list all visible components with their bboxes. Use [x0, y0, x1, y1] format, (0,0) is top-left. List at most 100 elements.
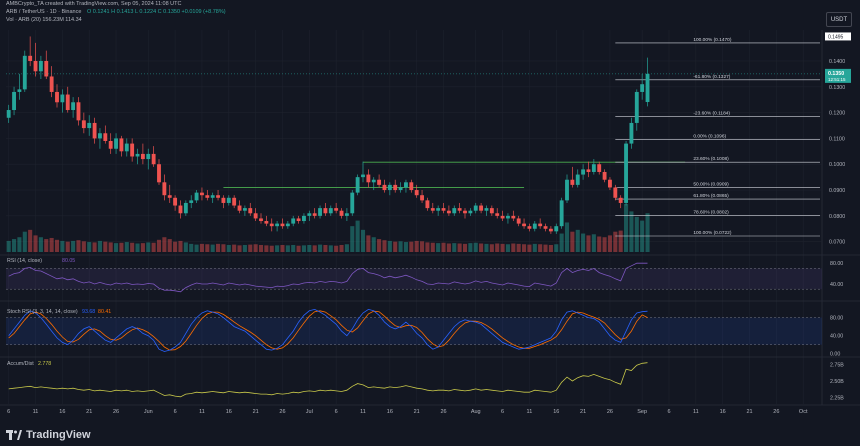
candle-body [387, 184, 392, 191]
candle-body [237, 205, 242, 211]
volume-bar [554, 244, 559, 252]
candle-body [484, 208, 489, 211]
rsi-tick-label: 40.00 [830, 282, 843, 288]
candle-body [226, 197, 231, 203]
candle-body [344, 213, 349, 216]
x-tick-label: 21 [414, 409, 420, 415]
volume-bar [564, 222, 570, 252]
price-mark-bg [825, 32, 851, 41]
candle-body [22, 55, 27, 90]
credit-text: AMBCrypto_TA created with TradingView.co… [6, 1, 182, 7]
candle-body [33, 60, 38, 72]
candle-body [468, 210, 473, 214]
x-tick-label: 26 [607, 409, 613, 415]
y-tick-label: 0.1400 [829, 59, 845, 65]
candle-body [554, 226, 559, 232]
volume-bar [527, 244, 532, 252]
x-tick-label: 21 [746, 409, 752, 415]
candle-body [178, 205, 183, 214]
stoch-tick-label: 0.00 [830, 352, 840, 358]
volume-bar [140, 243, 145, 252]
volume-bar [49, 237, 54, 252]
x-tick-label: Jun [144, 409, 153, 415]
volume-bar [559, 233, 564, 252]
candle-body [339, 210, 344, 216]
volume-bar [377, 239, 382, 252]
x-tick-label: Oct [799, 409, 808, 415]
volume-bar [602, 237, 607, 252]
ohlc-values: O 0.1241 H 0.1413 L 0.1224 C 0.1350 +0.0… [86, 9, 226, 15]
volume-bar [591, 234, 596, 252]
brand-name: TradingView [26, 429, 91, 441]
y-tick-label: 0.0700 [829, 240, 845, 246]
volume-bar [607, 235, 612, 252]
candle-body [634, 91, 639, 123]
x-tick-label: 6 [667, 409, 670, 415]
volume-bar [468, 243, 473, 252]
volume-bar [366, 235, 371, 252]
x-tick-label: 6 [501, 409, 504, 415]
volume-bar [430, 242, 435, 252]
rsi-tick-label: 80.00 [830, 261, 843, 267]
x-tick-label: 11 [527, 409, 533, 415]
currency-button[interactable]: USDT [826, 12, 852, 27]
stoch-tick-label: 80.00 [830, 316, 843, 322]
volume-bar [613, 231, 618, 252]
candle-body [253, 213, 258, 219]
candle-body [548, 228, 553, 232]
fib-level-label: 100.00% (0.1470) [693, 37, 732, 43]
volume-bar [296, 245, 301, 252]
volume-bar [44, 239, 49, 252]
candle-body [591, 164, 596, 172]
fib-level-label: 50.00% (0.0909) [693, 182, 729, 188]
last-price-label: 0.1350 [828, 71, 844, 77]
candle-body [382, 184, 387, 191]
tradingview-logo[interactable]: TradingView [6, 428, 91, 442]
volume-row: Vol · ARB (20) 156.23M 114.34 [6, 17, 86, 23]
volume-bar [221, 244, 226, 252]
symbol-name[interactable]: ARB / TetherUS · 1D · Binance [6, 9, 82, 15]
fib-level-label: 100.00% (0.0722) [693, 230, 732, 236]
candle-body [216, 195, 220, 198]
volume-bar [146, 242, 151, 252]
volume-bar [178, 240, 183, 252]
stoch-band [6, 317, 822, 345]
candle-body [49, 76, 54, 92]
rsi-value: 80.05 [62, 258, 75, 264]
volume-bar [253, 244, 258, 252]
volume-bar [538, 244, 543, 252]
candle-body [398, 187, 403, 191]
volume-bar [301, 245, 306, 252]
candle-body [393, 184, 398, 191]
volume-bar [570, 231, 575, 252]
candle-body [328, 208, 333, 214]
candle-body [108, 141, 113, 149]
candle-body [28, 55, 33, 61]
volume-bar [258, 244, 264, 252]
volume-bar [511, 243, 516, 252]
volume-bar [393, 241, 398, 252]
x-tick-label: 26 [279, 409, 285, 415]
candle-body [629, 122, 634, 144]
candle-body [565, 179, 569, 201]
candle-body [479, 205, 484, 211]
volume-bar [586, 235, 591, 252]
volume-bar [420, 241, 425, 252]
candle-body [92, 122, 97, 139]
candle-body [221, 197, 226, 203]
volume-bar [457, 243, 462, 252]
candle-body [420, 195, 424, 201]
volume-bar [248, 244, 253, 252]
x-tick-label: 21 [253, 409, 259, 415]
volume-bar [462, 243, 468, 252]
candle-body [210, 195, 215, 198]
volume-bar [403, 242, 408, 252]
candle-body [119, 138, 124, 152]
accum-dist-tick-label: 2.75B [830, 363, 844, 369]
volume-bar [76, 240, 81, 252]
candle-body [516, 218, 521, 224]
candle-body [285, 223, 290, 227]
candle-body [624, 143, 628, 203]
candle-body [377, 179, 382, 185]
